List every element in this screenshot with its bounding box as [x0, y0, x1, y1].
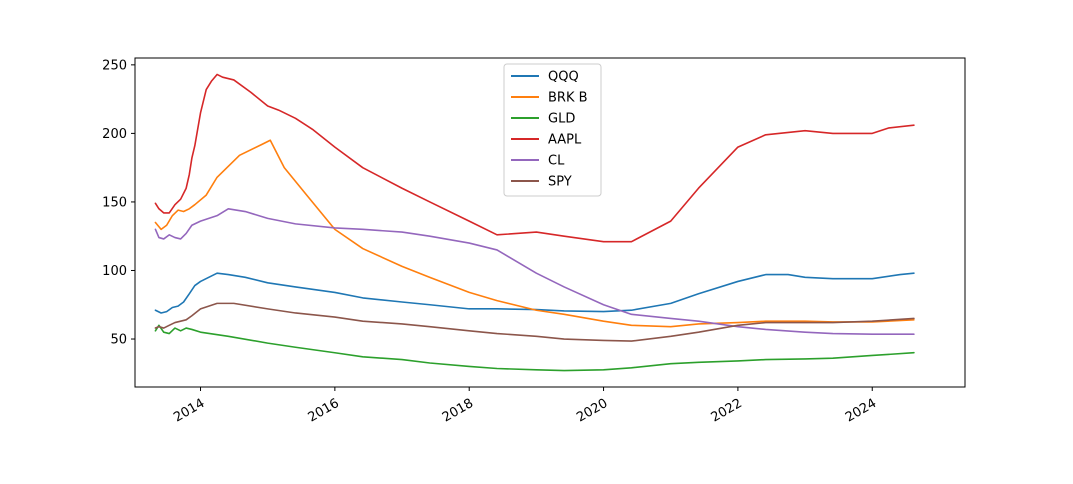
- legend-item: CL: [511, 154, 565, 169]
- series-line-gld: [154, 324, 915, 372]
- series-line-qqq: [154, 272, 915, 314]
- legend-label: BRK B: [548, 91, 588, 106]
- legend-label: QQQ: [548, 70, 579, 85]
- legend-label: SPY: [548, 175, 572, 190]
- y-tick-label: 150: [102, 195, 127, 210]
- y-tick-label: 250: [102, 58, 127, 73]
- series-line-brk-b: [154, 139, 915, 328]
- legend: QQQ BRK B GLD AAPL CL SPY: [503, 63, 602, 197]
- y-tick-label: 100: [102, 264, 127, 279]
- plot-frame: [134, 57, 966, 388]
- y-axis: 50 100 150 200 250: [102, 58, 135, 348]
- y-tick-label: 50: [110, 333, 127, 348]
- legend-label: GLD: [548, 112, 575, 127]
- legend-item: QQQ: [511, 70, 579, 85]
- legend-item: BRK B: [511, 91, 588, 106]
- legend-label: CL: [548, 154, 565, 169]
- series-line-aapl: [154, 73, 915, 243]
- series-line-spy: [154, 302, 915, 342]
- legend-label: AAPL: [548, 133, 582, 148]
- legend-item: GLD: [511, 112, 575, 127]
- legend-item: AAPL: [511, 133, 582, 148]
- y-tick-label: 200: [102, 127, 127, 142]
- series-lines: [154, 73, 915, 372]
- legend-item: SPY: [511, 175, 572, 190]
